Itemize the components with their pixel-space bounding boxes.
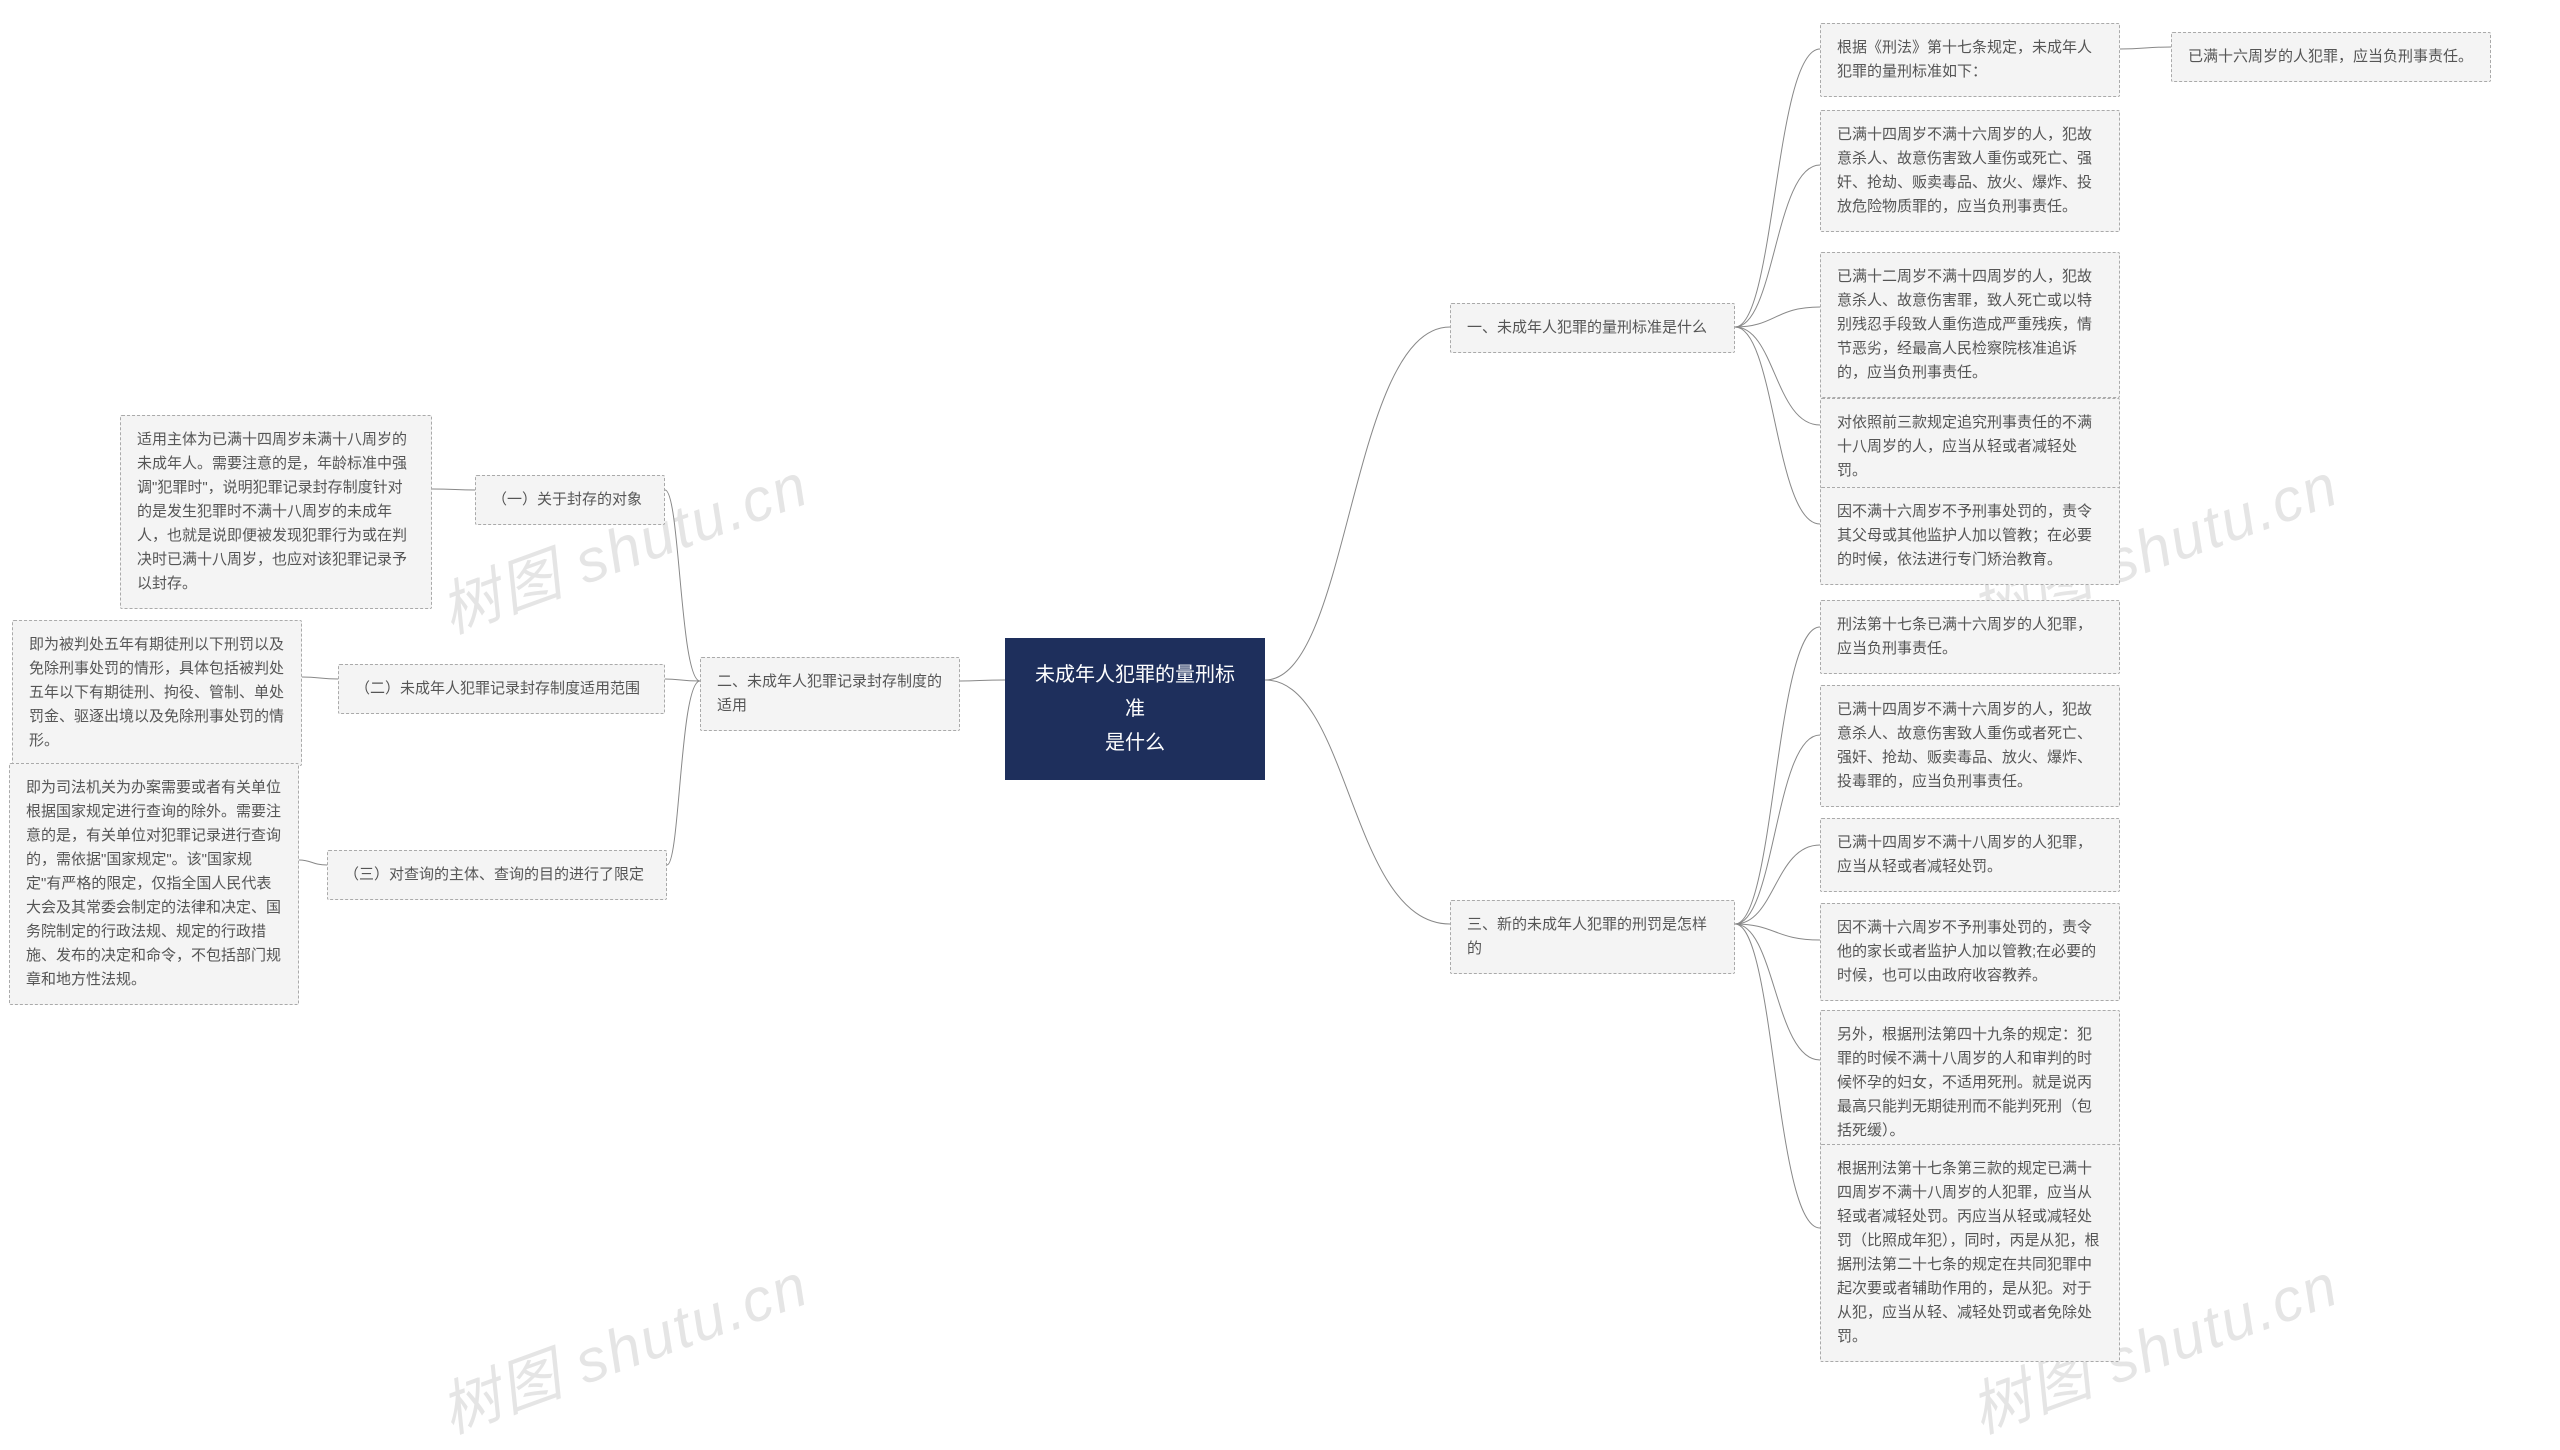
left-child-1-label: （二）未成年人犯罪记录封存制度适用范围	[338, 664, 665, 714]
branch-2-child-5: 根据刑法第十七条第三款的规定已满十四周岁不满十八周岁的人犯罪，应当从轻或者减轻处…	[1820, 1144, 2120, 1362]
branch-1-child-0-grandchild: 已满十六周岁的人犯罪，应当负刑事责任。	[2171, 32, 2491, 82]
branch-1-label: 一、未成年人犯罪的量刑标准是什么	[1450, 303, 1735, 353]
root-text: 未成年人犯罪的量刑标准是什么	[1035, 664, 1235, 754]
branch-2-child-0: 刑法第十七条已满十六周岁的人犯罪，应当负刑事责任。	[1820, 600, 2120, 674]
root-node: 未成年人犯罪的量刑标准是什么	[1005, 638, 1265, 780]
branch-2-child-2: 已满十四周岁不满十八周岁的人犯罪，应当从轻或者减轻处罚。	[1820, 818, 2120, 892]
left-child-1-leaf: 即为被判处五年有期徒刑以下刑罚以及免除刑事处罚的情形，具体包括被判处五年以下有期…	[12, 620, 302, 766]
branch-2-label: 三、新的未成年人犯罪的刑罚是怎样的	[1450, 900, 1735, 974]
branch-1-child-4: 因不满十六周岁不予刑事处罚的，责令其父母或其他监护人加以管教；在必要的时候，依法…	[1820, 487, 2120, 585]
branch-1-child-0: 根据《刑法》第十七条规定，未成年人犯罪的量刑标准如下：	[1820, 23, 2120, 97]
left-child-2-leaf: 即为司法机关为办案需要或者有关单位根据国家规定进行查询的除外。需要注意的是，有关…	[9, 763, 299, 1005]
branch-2-child-4: 另外，根据刑法第四十九条的规定：犯罪的时候不满十八周岁的人和审判的时候怀孕的妇女…	[1820, 1010, 2120, 1156]
branch-1-child-1: 已满十四周岁不满十六周岁的人，犯故意杀人、故意伤害致人重伤或死亡、强奸、抢劫、贩…	[1820, 110, 2120, 232]
left-child-0-leaf: 适用主体为已满十四周岁未满十八周岁的未成年人。需要注意的是，年龄标准中强调"犯罪…	[120, 415, 432, 609]
left-child-2-label: （三）对查询的主体、查询的目的进行了限定	[327, 850, 667, 900]
branch-1-child-2: 已满十二周岁不满十四周岁的人，犯故意杀人、故意伤害罪，致人死亡或以特别残忍手段致…	[1820, 252, 2120, 398]
left-child-0-label: （一）关于封存的对象	[475, 475, 665, 525]
branch-2-child-1: 已满十四周岁不满十六周岁的人，犯故意杀人、故意伤害致人重伤或者死亡、强奸、抢劫、…	[1820, 685, 2120, 807]
branch-1-child-3: 对依照前三款规定追究刑事责任的不满十八周岁的人，应当从轻或者减轻处罚。	[1820, 398, 2120, 496]
branch-2-child-3: 因不满十六周岁不予刑事处罚的，责令他的家长或者监护人加以管教;在必要的时候，也可…	[1820, 903, 2120, 1001]
left-branch-label: 二、未成年人犯罪记录封存制度的适用	[700, 657, 960, 731]
